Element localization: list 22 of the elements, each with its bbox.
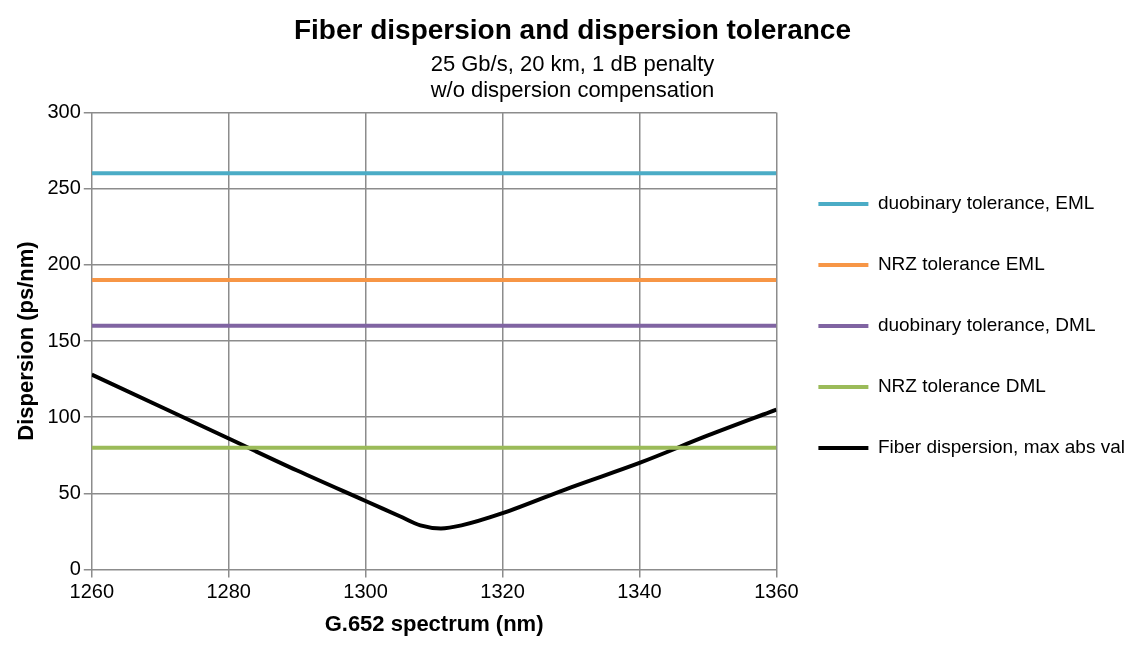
y-tick-label: 200	[47, 252, 81, 275]
y-tick-label: 0	[69, 557, 81, 580]
y-tick-label: 150	[47, 328, 81, 351]
legend-label: duobinary tolerance, EML	[877, 192, 1095, 214]
x-tick-label: 1340	[617, 580, 662, 603]
x-tick-label: 1320	[480, 580, 525, 603]
y-tick-label: 50	[58, 480, 81, 503]
x-tick-label: 1360	[754, 580, 799, 603]
y-axis-title: Dispersion (ps/nm)	[13, 241, 39, 441]
x-axis-title: G.652 spectrum (nm)	[324, 610, 544, 636]
chart-title: Fiber dispersion and dispersion tolerance	[293, 13, 852, 45]
x-tick-label: 1280	[206, 580, 251, 603]
x-tick-label: 1260	[69, 580, 115, 603]
chart-subtitle: 25 Gb/s, 20 km, 1 dB penalty w/o dispersion compensation	[429, 50, 715, 103]
legend-label: NRZ tolerance DML	[877, 375, 1046, 397]
legend-label: duobinary tolerance, DML	[877, 314, 1096, 336]
y-tick-label: 100	[47, 404, 81, 427]
legend-label: NRZ tolerance EML	[877, 253, 1045, 275]
x-tick-label: 1300	[343, 580, 388, 603]
legend-label: Fiber dispersion, max abs val	[877, 436, 1126, 458]
y-tick-label: 300	[47, 99, 81, 122]
y-tick-label: 250	[47, 176, 81, 199]
